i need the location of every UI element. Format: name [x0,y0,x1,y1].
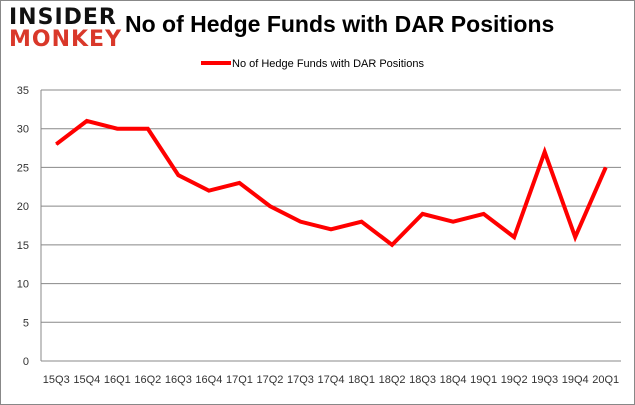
x-tick-label: 18Q3 [409,374,436,386]
x-tick-label: 18Q1 [348,374,375,386]
chart-title: No of Hedge Funds with DAR Positions [125,11,555,37]
data-point [452,221,454,223]
series-line [55,118,608,248]
x-tick-label: 18Q4 [440,374,467,386]
x-tick-label: 18Q2 [379,374,406,386]
data-point [269,205,271,207]
data-point [299,221,301,223]
data-point [116,128,118,130]
y-tick-label: 35 [17,85,29,97]
x-tick-label: 17Q1 [226,374,253,386]
data-point [177,174,179,176]
x-tick-label: 19Q4 [562,374,589,386]
data-point [574,236,576,238]
y-tick-label: 30 [17,124,29,136]
data-point [361,221,363,223]
x-tick-label: 19Q3 [531,374,558,386]
x-tick-label: 15Q4 [73,374,100,386]
x-tick-label: 17Q2 [256,374,283,386]
legend-label: No of Hedge Funds with DAR Positions [232,58,424,70]
x-tick-label: 19Q1 [470,374,497,386]
x-tick-label: 20Q1 [592,374,619,386]
data-point [55,143,57,145]
x-tick-label: 17Q3 [287,374,314,386]
logo-line-2: MONKEY [9,27,123,52]
data-point [605,166,607,168]
x-tick-label: 15Q3 [43,374,70,386]
x-tick-label: 16Q2 [134,374,161,386]
data-point [391,244,393,246]
x-tick-label: 16Q1 [104,374,131,386]
data-point [86,120,88,122]
insider-monkey-logo: INSIDER MONKEY [9,7,122,51]
data-point [330,228,332,230]
x-tick-label: 16Q3 [165,374,192,386]
y-tick-label: 25 [17,162,29,174]
y-tick-label: 10 [17,279,29,291]
x-tick-label: 19Q2 [501,374,528,386]
data-point [422,213,424,215]
data-point [147,128,149,130]
logo-line-1: INSIDER [9,5,117,30]
x-tick-label: 17Q4 [318,374,345,386]
data-point [513,236,515,238]
y-tick-label: 5 [23,317,29,329]
y-tick-label: 15 [17,240,29,252]
y-tick-label: 0 [23,356,29,368]
x-tick-label: 16Q4 [195,374,222,386]
y-tick-label: 20 [17,201,29,213]
data-point [544,151,546,153]
data-point [238,182,240,184]
data-point [483,213,485,215]
data-point [208,190,210,192]
